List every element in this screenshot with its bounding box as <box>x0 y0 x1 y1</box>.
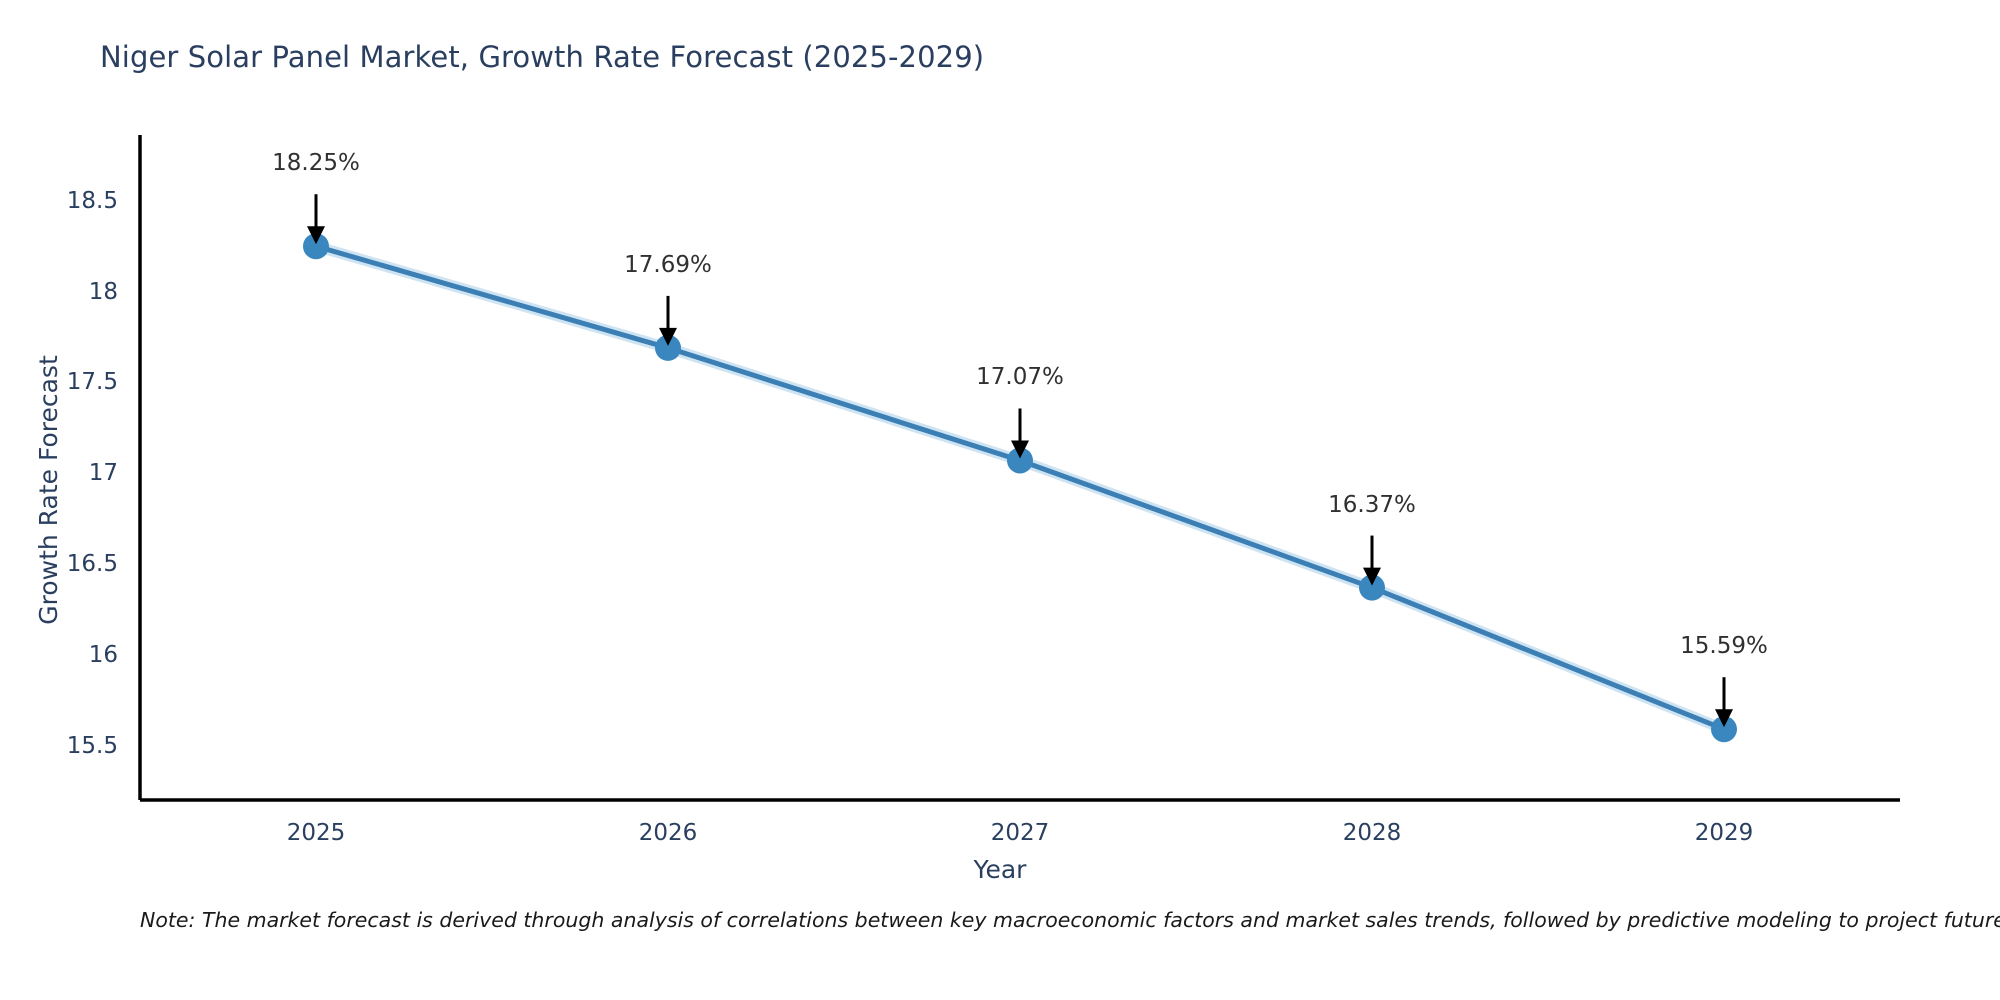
data-point-marker <box>1007 447 1033 474</box>
annotation-arrow-head <box>1011 440 1029 459</box>
series-line-halo <box>310 240 1730 735</box>
y-tick-label: 18 <box>88 278 118 305</box>
data-point-label: 15.59% <box>1680 633 1768 660</box>
data-point-label: 17.69% <box>624 251 712 278</box>
data-point-label: 18.25% <box>272 150 360 177</box>
series-line <box>313 243 1727 732</box>
y-tick-label: 18.5 <box>66 187 118 214</box>
data-point-marker <box>1711 716 1737 743</box>
x-tick-label: 2025 <box>286 820 346 846</box>
x-tick-label: 2028 <box>1342 820 1402 846</box>
data-series-line <box>310 240 1730 735</box>
axis-lines <box>138 135 1900 802</box>
x-axis-title: Year <box>973 855 1027 884</box>
annotation-arrow-head <box>1363 567 1381 586</box>
data-point-label: 16.37% <box>1328 491 1416 518</box>
y-tick-label: 15.5 <box>66 732 118 759</box>
y-tick-label: 17 <box>88 460 118 487</box>
annotation-arrows <box>307 194 1733 728</box>
chart-footnote: Note: The market forecast is derived thr… <box>140 908 2000 932</box>
y-tick-label: 17.5 <box>66 369 118 396</box>
chart-title: Niger Solar Panel Market, Growth Rate Fo… <box>100 40 985 74</box>
y-tick-label: 16.5 <box>66 550 118 577</box>
x-tick-label: 2027 <box>990 820 1050 846</box>
annotation-arrow-head <box>307 226 325 245</box>
data-point-label: 17.07% <box>976 364 1064 391</box>
data-point-marker <box>303 233 329 260</box>
y-tick-label: 16 <box>88 641 118 668</box>
data-point-marker <box>655 334 681 361</box>
data-point-marker <box>1359 574 1385 601</box>
annotation-arrow-head <box>1715 709 1733 728</box>
data-point-markers <box>303 233 1737 743</box>
x-tick-label: 2026 <box>638 820 698 846</box>
x-tick-label: 2029 <box>1694 820 1754 846</box>
annotation-arrow-head <box>659 327 677 346</box>
